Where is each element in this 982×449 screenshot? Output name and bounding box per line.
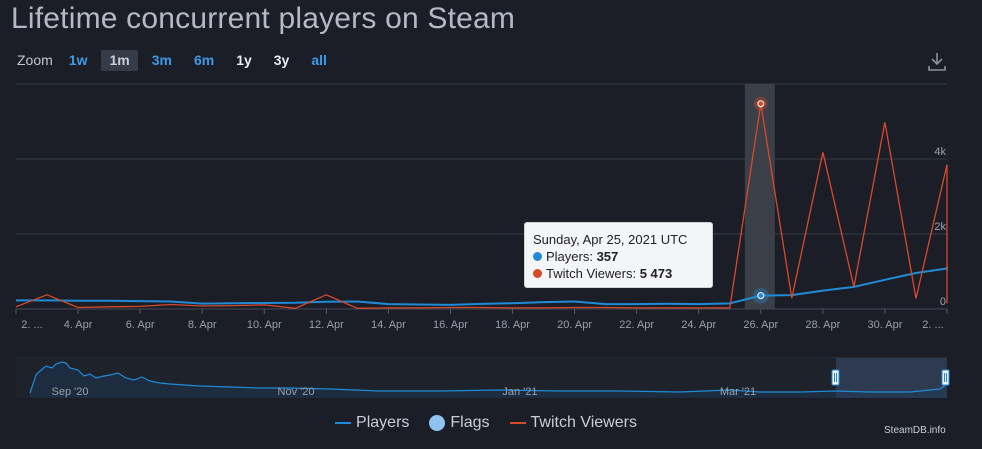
navigator-tick-label: Mar '21 <box>720 386 756 398</box>
tooltip: Sunday, Apr 25, 2021 UTC Players: 357 Tw… <box>524 222 713 288</box>
zoom-label: Zoom <box>17 52 53 68</box>
navigator-area <box>30 362 947 398</box>
y-tick-label: 2k <box>934 221 946 233</box>
zoom-1w-button[interactable]: 1w <box>68 51 88 68</box>
x-tick-label: 20. Apr <box>557 319 592 331</box>
x-tick-label: 26. Apr <box>743 319 778 331</box>
navigator-handle[interactable] <box>831 369 840 386</box>
zoom-all-button[interactable]: all <box>311 51 327 68</box>
legend-item-flags[interactable]: Flags <box>429 414 490 432</box>
tooltip-players-value: 357 <box>596 249 619 264</box>
twitch-legend-icon <box>509 422 526 424</box>
zoom-1m-button[interactable]: 1m <box>101 49 138 71</box>
x-tick-label: 2. ... <box>922 319 943 331</box>
x-tick-label: 12. Apr <box>309 319 344 331</box>
navigator-handle[interactable] <box>941 369 950 386</box>
x-tick-label: 28. Apr <box>805 319 840 331</box>
legend-item-twitch[interactable]: Twitch Viewers <box>509 414 637 432</box>
twitch-hover-marker <box>757 100 765 108</box>
download-icon[interactable] <box>928 52 946 72</box>
x-tick-label: 30. Apr <box>868 319 903 331</box>
twitch-dot-icon <box>533 269 542 278</box>
x-tick-label: 2. ... <box>21 319 42 331</box>
flags-legend-icon <box>429 415 446 431</box>
navigator-tick-label: Sep '20 <box>52 386 89 398</box>
zoom-3y-button[interactable]: 3y <box>273 51 290 68</box>
zoom-controls: Zoom 1w 1m 3m 6m 1y 3y all <box>17 49 341 71</box>
zoom-3m-button[interactable]: 3m <box>151 51 172 68</box>
y-tick-label: 0 <box>940 296 946 308</box>
credit: SteamDB.info <box>884 425 946 436</box>
tooltip-date: Sunday, Apr 25, 2021 UTC <box>533 232 688 247</box>
x-tick-label: 16. Apr <box>433 319 468 331</box>
tooltip-twitch-label: Twitch Viewers: <box>546 266 640 281</box>
navigator-tick-label: Jan '21 <box>502 386 537 398</box>
navigator[interactable]: Sep '20 Nov '20 Jan '21 Mar '21 <box>16 357 950 398</box>
legend: Players Flags Twitch Viewers <box>0 414 977 432</box>
x-tick-label: 22. Apr <box>619 319 654 331</box>
tooltip-players-label: Players: <box>546 249 597 264</box>
players-series-line <box>16 267 948 306</box>
highlight-band <box>744 84 775 309</box>
x-tick-label: 6. Apr <box>126 319 155 331</box>
twitch-series-line <box>15 103 948 309</box>
navigator-line <box>29 361 948 394</box>
x-tick-label: 24. Apr <box>681 319 716 331</box>
legend-label-twitch: Twitch Viewers <box>530 414 637 431</box>
navigator-tick-label: Nov '20 <box>278 386 315 398</box>
players-dot-icon <box>533 252 542 261</box>
x-tick-label: 4. Apr <box>64 319 93 331</box>
legend-label-players: Players <box>356 414 410 431</box>
x-tick-label: 18. Apr <box>495 319 530 331</box>
page-title: Lifetime concurrent players on Steam <box>11 2 516 35</box>
y-tick-label: 4k <box>934 146 946 158</box>
legend-label-flags: Flags <box>450 414 490 431</box>
players-hover-marker <box>757 292 765 300</box>
x-tick-label: 14. Apr <box>371 319 406 331</box>
x-tick-label: 10. Apr <box>247 319 282 331</box>
legend-item-players[interactable]: Players <box>335 414 409 432</box>
zoom-1y-button[interactable]: 1y <box>236 51 252 68</box>
tooltip-twitch-value: 5 473 <box>639 266 673 281</box>
zoom-6m-button[interactable]: 6m <box>193 51 215 68</box>
navigator-background <box>16 358 947 398</box>
x-tick-label: 8. Apr <box>188 319 217 331</box>
players-legend-icon <box>335 422 352 424</box>
